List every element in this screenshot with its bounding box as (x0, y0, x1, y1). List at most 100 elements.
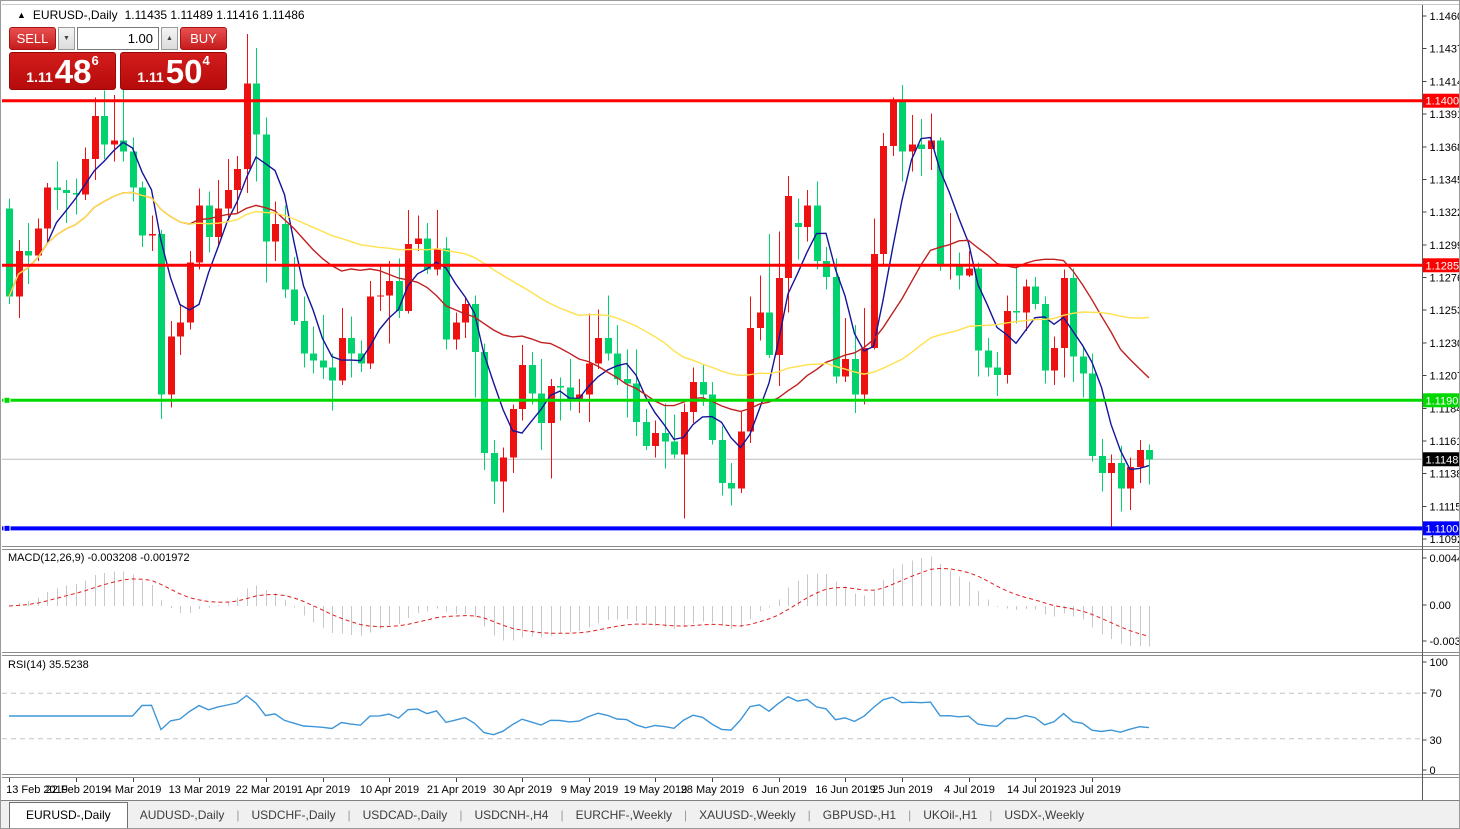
macd-tick-label: 0.004465 (1430, 553, 1460, 565)
spinner-up-icon: ▲ (166, 35, 173, 42)
sell-price-box[interactable]: 1.11 48 6 (9, 52, 116, 90)
date-tick-label: 23 Jul 2019 (1064, 784, 1121, 796)
ma-20-line (8, 191, 1150, 413)
date-tick-label: 6 Jun 2019 (752, 784, 806, 796)
date-tick-label: 10 Apr 2019 (360, 784, 419, 796)
price-tick-label: 1.11155 (1430, 501, 1460, 513)
price-tick-label: 1.14145 (1430, 76, 1460, 88)
price-tick-label: 1.13455 (1430, 174, 1460, 186)
tab-separator: | (684, 808, 688, 822)
date-tick-label: 21 Apr 2019 (427, 784, 486, 796)
tab-usdcnh-h4[interactable]: USDCNH-,H4 (474, 808, 549, 822)
macd-signal-line (8, 567, 1150, 637)
tab-xauusd-weekly[interactable]: XAUUSD-,Weekly (699, 808, 796, 822)
date-tick-label: 16 Jun 2019 (815, 784, 876, 796)
date-tick-label: 30 Apr 2019 (493, 784, 552, 796)
sell-price-pip: 6 (91, 53, 99, 68)
tab-separator: | (560, 808, 564, 822)
price-tick-label: 1.12765 (1430, 273, 1460, 285)
macd-pane (8, 556, 1150, 647)
chart-title-line: ▲ EURUSD-,Daily 1.11435 1.11489 1.11416 … (17, 8, 305, 22)
rsi-pane (2, 692, 1423, 740)
tab-separator: | (347, 808, 351, 822)
ma-45-line (8, 191, 1150, 377)
chart-symbol-period: EURUSD-,Daily (32, 8, 118, 22)
date-tick-label: 4 Jul 2019 (944, 784, 995, 796)
rsi-tick-label: 0 (1430, 765, 1436, 777)
price-tick-label: 1.12995 (1430, 240, 1460, 252)
svg-text:1.11000: 1.11000 (1426, 523, 1460, 535)
rsi-tick-label: 100 (1430, 657, 1448, 669)
date-tick-label: 22 Feb 2019 (46, 784, 108, 796)
price-tick-label: 1.13685 (1430, 142, 1460, 154)
tab-usdcad-daily[interactable]: USDCAD-,Daily (362, 808, 448, 822)
price-tag-1.14009: 1.14009 (1423, 93, 1460, 108)
date-tick-label: 14 Jul 2019 (1007, 784, 1064, 796)
tab-ukoil-h1[interactable]: UKOil-,H1 (923, 808, 978, 822)
current-price-tag: 1.11486 (1423, 452, 1459, 467)
chart-ohlc-values: 1.11435 1.11489 1.11416 1.11486 (124, 8, 305, 22)
lot-increase-button[interactable]: ▲ (161, 27, 178, 50)
macd-indicator-label: MACD(12,26,9) -0.003208 -0.001972 (8, 552, 190, 564)
sell-button[interactable]: SELL (9, 27, 56, 50)
date-tick-label: 13 Mar 2019 (169, 784, 231, 796)
price-tick-label: 1.13225 (1430, 207, 1460, 219)
macd-tick-label: -0.003715 (1430, 636, 1460, 648)
buy-price-prefix: 1.11 (137, 69, 164, 85)
one-click-trading-panel: SELL ▼ 1.00 ▲ BUY 1.11 48 6 1.11 50 4 (9, 27, 227, 90)
chart-tab-bar: EURUSD-,Daily AUDUSD-,Daily | USDCHF-,Daily… (1, 800, 1459, 828)
svg-text:1.14009: 1.14009 (1426, 96, 1460, 108)
price-tick-label: 1.14605 (1430, 11, 1460, 23)
tab-audusd-daily[interactable]: AUDUSD-,Daily (139, 808, 225, 822)
tab-separator: | (236, 808, 240, 822)
tab-eurusd-daily[interactable]: EURUSD-,Daily (9, 802, 128, 828)
pane-frame (2, 4, 1459, 802)
sell-price-big: 48 (54, 52, 92, 90)
date-tick-label: 22 Mar 2019 (236, 784, 298, 796)
price-tick-label: 1.10925 (1430, 534, 1460, 546)
date-tick-label: 1 Apr 2019 (297, 784, 350, 796)
sell-price-prefix: 1.11 (26, 69, 53, 85)
price-tick-label: 1.12535 (1430, 305, 1460, 317)
buy-price-box[interactable]: 1.11 50 4 (120, 52, 227, 90)
tab-gbpusd-h1[interactable]: GBPUSD-,H1 (822, 808, 897, 822)
rsi-line (9, 694, 1150, 736)
tab-separator: | (459, 808, 463, 822)
tab-eurchf-weekly[interactable]: EURCHF-,Weekly (575, 808, 673, 822)
price-tick-label: 1.14375 (1430, 44, 1460, 56)
macd-tick-label: 0.00 (1430, 600, 1451, 612)
buy-price-big: 50 (165, 52, 203, 90)
rsi-indicator-label: RSI(14) 35.5238 (8, 659, 89, 671)
tab-separator: | (807, 808, 811, 822)
lot-size-input[interactable]: 1.00 (77, 27, 159, 50)
tab-usdchf-daily[interactable]: USDCHF-,Daily (251, 808, 336, 822)
price-pane (2, 33, 1423, 532)
direction-up-icon: ▲ (17, 9, 26, 20)
tab-separator: | (989, 808, 993, 822)
price-tick-label: 1.12075 (1430, 371, 1460, 383)
buy-button[interactable]: BUY (180, 27, 227, 50)
date-tick-label: 25 Jun 2019 (872, 784, 933, 796)
spinner-down-icon: ▼ (63, 35, 70, 42)
date-tick-label: 13 Feb 2019 (6, 784, 68, 796)
date-tick-label: 4 Mar 2019 (106, 784, 162, 796)
ma-5-line (8, 136, 1150, 471)
price-tick-label: 1.11385 (1430, 469, 1460, 481)
date-tick-label: 19 May 2019 (624, 784, 688, 796)
rsi-tick-label: 70 (1430, 688, 1442, 700)
price-tick-label: 1.13915 (1430, 109, 1460, 121)
price-tick-label: 1.12305 (1430, 338, 1460, 350)
buy-price-pip: 4 (202, 53, 210, 68)
tab-usdx-weekly[interactable]: USDX-,Weekly (1004, 808, 1085, 822)
tab-separator: | (908, 808, 912, 822)
price-tick-label: 1.11615 (1430, 436, 1460, 448)
lot-decrease-button[interactable]: ▼ (58, 27, 75, 50)
price-axis: 1.14605 1.14375 1.14145 1.13915 1.13685 1.134… (1422, 11, 1460, 777)
